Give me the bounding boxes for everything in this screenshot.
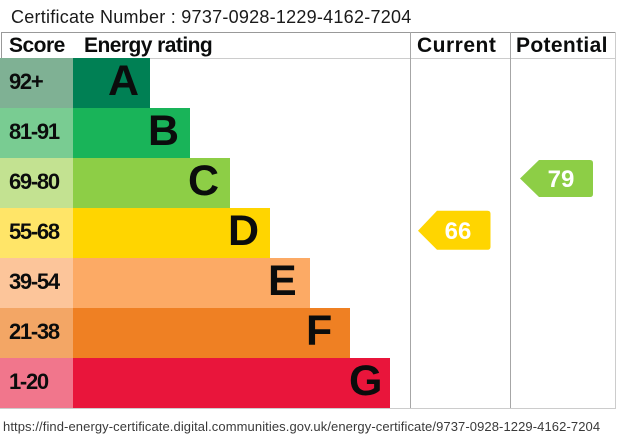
svg-text:79: 79 [548,166,575,193]
svg-text:66: 66 [445,218,472,245]
